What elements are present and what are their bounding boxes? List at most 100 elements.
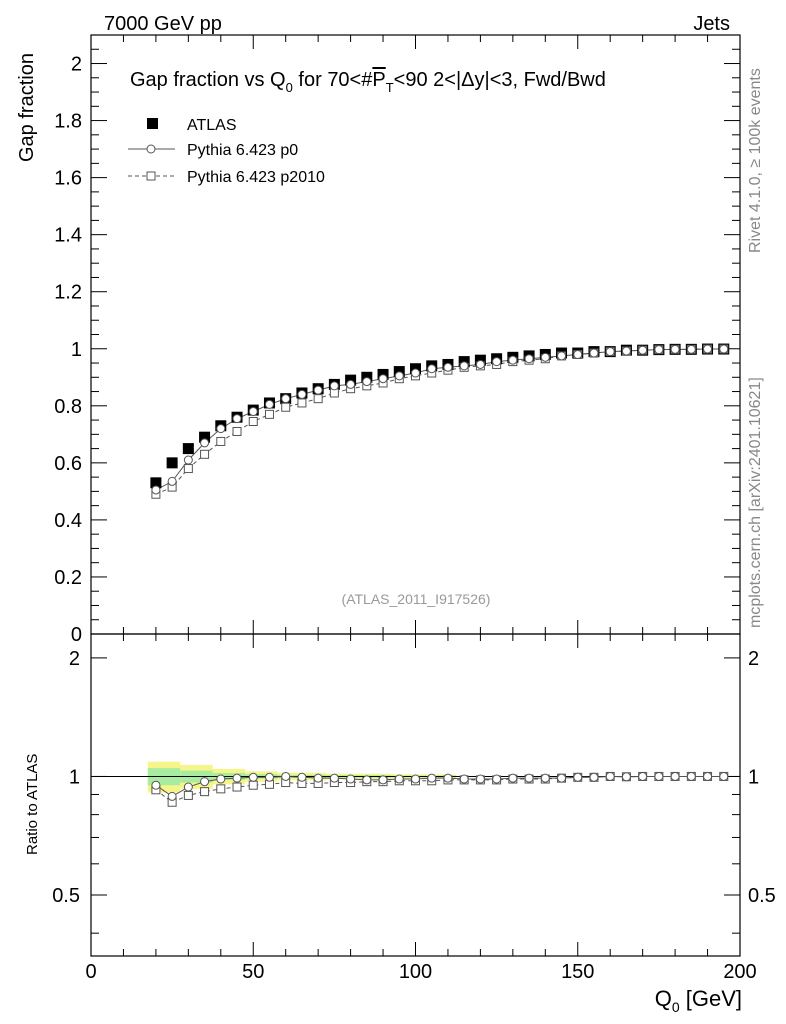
data-point-p2010 — [281, 402, 291, 412]
ratio-point-p0 — [508, 773, 518, 783]
ratio-point-p0 — [362, 775, 372, 785]
y-tick-label-ratio: 0.5 — [52, 885, 80, 907]
data-point-p2010 — [200, 449, 210, 459]
ratio-point-p0 — [540, 773, 550, 783]
data-point-p0 — [216, 424, 226, 434]
data-point-p2010 — [232, 426, 242, 436]
ratio-point-p0 — [605, 771, 615, 781]
legend-label-atlas: ATLAS — [187, 117, 237, 134]
x-tick-label: 200 — [723, 961, 756, 983]
ratio-point-p0 — [524, 773, 534, 783]
y-tick-label-ratio: 2 — [69, 648, 80, 670]
ratio-point-p0 — [248, 772, 258, 782]
data-point-atlas — [199, 431, 211, 443]
plot-title-overline: P — [372, 69, 385, 91]
chart-marks: 0 50 100 150 20000.20.40.60.811.21.41.61.820… — [52, 34, 776, 983]
data-point-p0 — [200, 438, 210, 448]
data-point-p0 — [362, 377, 372, 387]
data-point-p0 — [524, 354, 534, 364]
plot-title-part-2: for 70<# — [293, 69, 373, 91]
plot-title-part-3: <90 2<|Δy|<3, Fwd/Bwd — [394, 69, 606, 91]
ratio-point-p0 — [411, 774, 420, 784]
x-axis-title-main: Q — [655, 986, 672, 1011]
data-point-p0 — [248, 407, 258, 417]
data-point-p0 — [573, 349, 583, 359]
data-point-p0 — [281, 394, 291, 404]
y-tick-label-ratio-right: 0.5 — [748, 885, 776, 907]
data-point-p0 — [540, 352, 550, 362]
legend-marker-p2010 — [146, 171, 156, 181]
data-point-p2010 — [248, 416, 258, 426]
data-point-p0 — [151, 485, 161, 495]
ratio-point-p0 — [394, 774, 404, 784]
x-tick-label: 150 — [561, 961, 594, 983]
ratio-point-p0 — [167, 791, 177, 801]
ratio-point-p0 — [232, 773, 242, 783]
y-tick-label-main: 0.6 — [54, 453, 82, 475]
ratio-point-p0 — [638, 771, 648, 781]
header-left: 7000 GeV pp — [104, 13, 222, 35]
side-label-bottom: mcplots.cern.ch [arXiv:2401.10621] — [747, 377, 764, 628]
data-point-p0 — [589, 348, 599, 358]
plot-title: Gap fraction vs Q0 for 70<#PT<90 2<|Δy|<… — [130, 69, 606, 95]
data-point-p0 — [670, 344, 680, 354]
x-tick-label: 0 — [85, 961, 96, 983]
ratio-point-p0 — [183, 782, 193, 792]
ratio-point-p0 — [703, 771, 713, 781]
ratio-point-p0 — [427, 773, 437, 783]
ratio-point-p0 — [443, 773, 453, 783]
data-point-p0 — [719, 344, 729, 354]
y-tick-label-main: 0.8 — [54, 396, 82, 418]
legend-marker-p0 — [146, 144, 156, 154]
ratio-point-p0 — [573, 772, 583, 782]
data-point-p0 — [313, 385, 323, 395]
header-right: Jets — [693, 13, 730, 35]
data-point-p0 — [703, 344, 713, 354]
ratio-point-p0 — [492, 774, 502, 784]
ratio-point-p0 — [719, 771, 729, 781]
ratio-point-p0 — [329, 773, 339, 783]
data-point-p2010 — [297, 398, 307, 408]
data-point-p0 — [475, 359, 485, 369]
data-point-p0 — [654, 345, 664, 355]
y-tick-label-ratio-right: 2 — [748, 648, 759, 670]
data-point-p0 — [329, 381, 339, 391]
ratio-point-p0 — [297, 772, 307, 782]
data-point-p0 — [686, 344, 696, 354]
y-tick-label-main: 1 — [71, 339, 82, 361]
y-tick-label-main: 1.6 — [54, 168, 82, 190]
legend-label-p2010: Pythia 6.423 p2010 — [187, 169, 325, 186]
side-label-top: Rivet 4.1.0, ≥ 100k events — [747, 68, 764, 253]
x-axis-title: Q0 [GeV] — [655, 986, 742, 1015]
data-point-p2010 — [313, 394, 323, 404]
y-tick-label-main: 2 — [71, 54, 82, 76]
data-point-p0 — [427, 364, 437, 374]
ratio-point-p0 — [459, 774, 469, 784]
data-point-p0 — [232, 414, 242, 424]
data-point-p2010 — [216, 436, 226, 446]
y-tick-label-main: 0 — [71, 624, 82, 646]
y-tick-label-main: 1.2 — [54, 282, 82, 304]
ratio-point-p0 — [557, 773, 567, 783]
ratio-point-p0 — [475, 774, 485, 784]
data-point-atlas — [182, 443, 194, 455]
ratio-point-p0 — [346, 774, 356, 784]
ratio-point-p0 — [378, 775, 388, 785]
x-tick-label: 50 — [242, 961, 264, 983]
data-point-p0 — [394, 371, 404, 381]
data-point-p0 — [459, 361, 469, 371]
legend-marker-atlas — [147, 118, 158, 129]
ratio-point-p0 — [686, 771, 696, 781]
data-point-p0 — [508, 355, 518, 365]
analysis-id: (ATLAS_2011_I917526) — [342, 591, 491, 607]
data-point-p0 — [557, 351, 567, 361]
x-axis-title-sub: 0 — [672, 999, 680, 1015]
ratio-point-p0 — [313, 773, 323, 783]
ratio-point-p0 — [281, 771, 291, 781]
y-axis-title-ratio: Ratio to ATLAS — [24, 754, 41, 855]
data-point-atlas — [166, 457, 178, 469]
data-point-p0 — [605, 347, 615, 357]
y-tick-label-ratio: 1 — [69, 766, 80, 788]
plot-title-over-sub: T — [386, 80, 394, 95]
